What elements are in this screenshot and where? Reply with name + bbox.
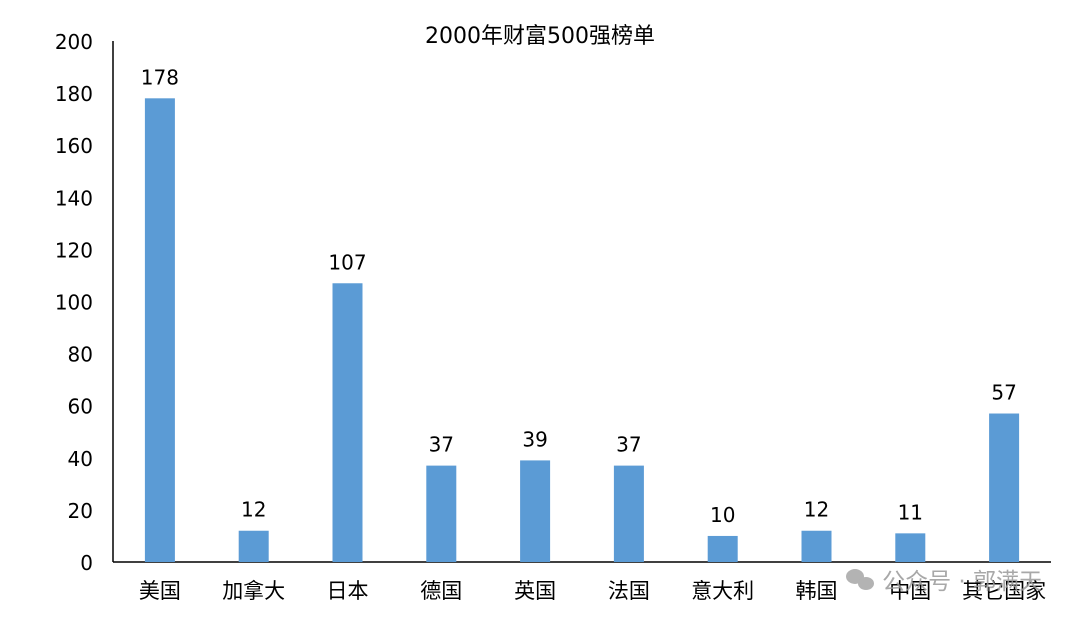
data-label: 37 [616, 433, 641, 457]
bar [426, 465, 457, 562]
x-tick-label: 韩国 [796, 579, 838, 603]
bar [895, 533, 926, 562]
x-tick-label: 其它国家 [962, 579, 1046, 603]
data-label: 37 [429, 433, 454, 457]
data-label: 39 [522, 427, 547, 451]
data-label: 57 [991, 381, 1016, 405]
data-label: 12 [241, 498, 266, 522]
data-label: 11 [898, 500, 923, 524]
bars [144, 98, 1020, 562]
bar [238, 530, 269, 562]
x-tick-label: 意大利 [691, 579, 754, 603]
x-tick-label: 英国 [514, 579, 556, 603]
x-tick-label: 中国 [889, 579, 931, 603]
bar [801, 530, 832, 562]
x-tick-label: 美国 [139, 579, 181, 603]
bar [332, 283, 363, 562]
x-tick-label: 德国 [420, 579, 462, 603]
y-tick-label: 80 [68, 343, 93, 367]
data-label: 178 [141, 65, 179, 89]
y-tick-label: 160 [55, 134, 93, 158]
data-label: 10 [710, 503, 735, 527]
chart-title: 2000年财富500强榜单 [425, 24, 655, 49]
y-axis: 0 20 40 60 80 100 120 140 160 180 200 [55, 30, 114, 575]
y-tick-label: 180 [55, 82, 93, 106]
x-tick-label: 法国 [608, 579, 650, 603]
bar [613, 465, 644, 562]
bar [520, 460, 551, 562]
y-tick-label: 20 [68, 499, 93, 523]
x-tick-label: 日本 [327, 579, 369, 603]
y-tick-label: 40 [68, 447, 93, 471]
x-axis: 美国 加拿大 日本 德国 英国 法国 意大利 韩国 中国 其它国家 [113, 561, 1051, 603]
y-tick-label: 120 [55, 238, 93, 262]
y-tick-label: 100 [55, 291, 93, 315]
y-tick-label: 140 [55, 186, 93, 210]
y-tick-label: 60 [68, 395, 93, 419]
data-label: 107 [328, 250, 366, 274]
y-tick-label: 0 [80, 551, 93, 575]
bar [989, 413, 1020, 562]
x-tick-label: 加拿大 [222, 579, 285, 603]
data-label: 12 [804, 498, 829, 522]
bar [144, 98, 175, 562]
y-tick-label: 200 [55, 30, 93, 54]
data-labels: 178 12 107 37 39 37 10 12 11 57 [141, 65, 1017, 527]
bar [707, 535, 738, 562]
